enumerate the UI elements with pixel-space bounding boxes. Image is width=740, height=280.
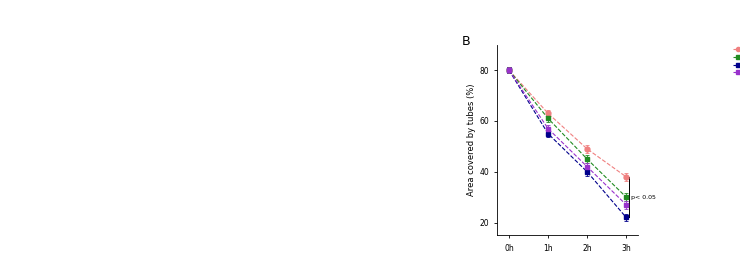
Text: B: B: [462, 35, 471, 48]
Legend: HUVEC-cont+hMSC-cont, HUVEC-Tie2+hMSC-Ang1, HUVEC-cont+hMSC-cont+VEGF, HUVE-Tie2: HUVEC-cont+hMSC-cont, HUVEC-Tie2+hMSC-An…: [731, 45, 740, 78]
Y-axis label: Area covered by tubes (%): Area covered by tubes (%): [468, 84, 477, 196]
Text: p< 0.05: p< 0.05: [631, 195, 656, 200]
